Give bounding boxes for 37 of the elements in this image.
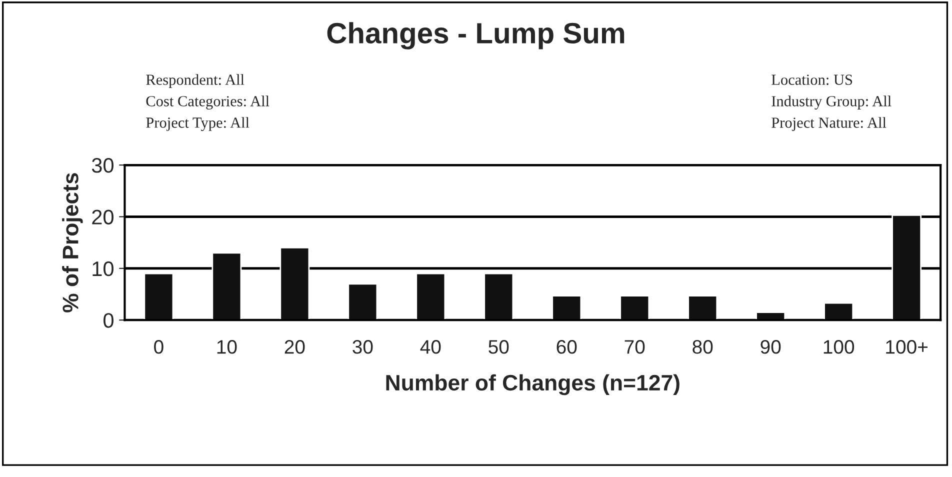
text: Respondent: All [146,74,244,88]
bar [892,214,922,320]
y-tick-label: 0 [104,313,114,328]
x-tick-label: 20 [284,340,305,354]
text: Cost Categories: All [146,96,270,110]
x-tick-label: 60 [556,340,577,354]
chart-title: Changes - Lump Sum [327,22,624,50]
bar [688,295,718,320]
x-tick-label: 30 [352,340,373,354]
x-tick-label: 90 [760,340,781,354]
bar [484,272,514,320]
x-tick-label: 70 [624,340,645,354]
bar [212,252,242,320]
x-tick-label: 80 [692,340,713,354]
bar [824,302,854,320]
text: Industry Group: All [772,96,892,110]
x-tick-label: 10 [217,340,237,354]
y-axis-title: % of Projects [62,173,83,312]
text: Location: US [772,74,852,85]
x-tick-label: 100+ [886,340,928,354]
x-tick-label: 0 [154,340,164,354]
bar [416,272,446,320]
y-tick-label: 30 [92,158,114,173]
bar [280,247,310,320]
x-axis-title: Number of Changes (n=127) [386,374,680,396]
text: Project Type: All [146,117,250,131]
y-tick-label: 20 [92,210,114,224]
y-tick-label: 10 [92,261,114,276]
bar [552,295,582,320]
x-tick-label: 50 [488,340,509,354]
x-tick-label: 40 [420,340,441,354]
bar [348,283,378,320]
bar [756,312,786,320]
x-tick-label: 100 [824,340,854,354]
bar [620,295,650,320]
bar [144,272,174,320]
text: Project Nature: All [772,117,886,131]
